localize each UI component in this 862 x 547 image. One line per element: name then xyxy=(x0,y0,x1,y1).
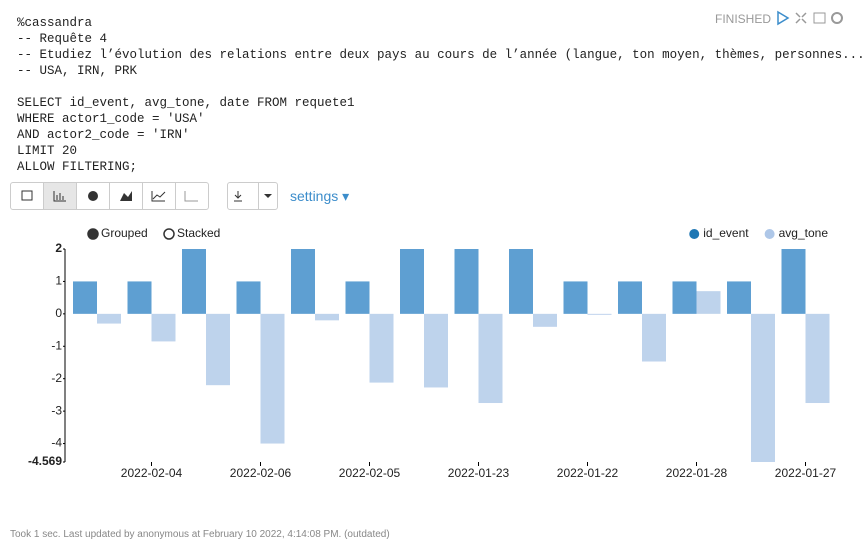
mode-label[interactable]: Stacked xyxy=(177,226,220,240)
bar[interactable] xyxy=(454,249,479,314)
settings-link[interactable]: settings ▾ xyxy=(290,188,350,204)
bar[interactable] xyxy=(478,313,503,404)
bar[interactable] xyxy=(781,249,806,314)
settings-text[interactable]: settings xyxy=(290,188,339,204)
y-tick-label: -1 xyxy=(51,338,62,352)
book-icon[interactable] xyxy=(813,12,826,24)
code-line: -- Requête 4 xyxy=(17,32,108,46)
x-tick-label: 2022-02-04 xyxy=(121,466,183,480)
code-line: SELECT id_event, avg_tone, date FROM req… xyxy=(17,96,355,110)
x-tick-label: 2022-02-06 xyxy=(230,466,292,480)
bar[interactable] xyxy=(509,249,533,314)
caret-icon xyxy=(264,194,272,198)
bar[interactable] xyxy=(97,313,121,324)
footer: Took 1 sec. Last updated by anonymous at… xyxy=(10,529,390,540)
code-line: LIMIT 20 xyxy=(17,144,78,158)
bar[interactable] xyxy=(587,313,612,315)
collapse-icon[interactable] xyxy=(795,12,807,24)
code-line: AND actor2_code = 'IRN' xyxy=(17,128,190,142)
area-icon xyxy=(120,191,132,201)
download-icon xyxy=(234,191,242,202)
scatter-icon xyxy=(184,191,198,202)
legend-dot[interactable] xyxy=(689,229,700,239)
code-line: -- USA, IRN, PRK xyxy=(17,64,138,78)
bar[interactable] xyxy=(369,313,394,383)
bar[interactable] xyxy=(315,313,339,321)
bar[interactable] xyxy=(260,313,285,444)
bar[interactable] xyxy=(642,313,666,362)
mode-radio[interactable] xyxy=(87,228,99,240)
bar[interactable] xyxy=(400,249,424,314)
header-icons xyxy=(777,10,843,26)
bar[interactable] xyxy=(805,313,830,404)
bar[interactable] xyxy=(672,281,697,314)
bar[interactable] xyxy=(127,281,152,314)
bar[interactable] xyxy=(236,281,261,314)
code-line: -- Etudiez l’évolution des relations ent… xyxy=(17,48,862,62)
bar[interactable] xyxy=(345,281,370,314)
code-query: SELECT id_event, avg_tone, date FROM req… xyxy=(17,95,355,175)
code-comments: %cassandra -- Requête 4 -- Etudiez l’évolu… xyxy=(17,15,862,79)
bar[interactable] xyxy=(696,291,721,314)
bar[interactable] xyxy=(751,313,775,462)
x-tick-label: 2022-01-28 xyxy=(666,466,728,480)
scatter-button[interactable] xyxy=(175,182,209,210)
y-tick-label: -4 xyxy=(51,436,62,450)
bar[interactable] xyxy=(727,281,751,314)
mode-radio[interactable] xyxy=(163,228,175,240)
x-tick-label: 2022-01-27 xyxy=(775,466,837,480)
legend-label[interactable]: id_event xyxy=(703,226,749,240)
gear-icon[interactable] xyxy=(831,12,843,24)
bar[interactable] xyxy=(618,281,642,314)
table-icon xyxy=(21,190,33,201)
bar[interactable] xyxy=(206,313,230,386)
code-line: %cassandra xyxy=(17,16,93,30)
status: FINISHED xyxy=(715,12,772,26)
y-tick-label: 1 xyxy=(55,274,62,288)
download-button[interactable] xyxy=(227,182,259,210)
bar[interactable] xyxy=(182,249,206,314)
bar[interactable] xyxy=(533,313,557,327)
y-tick-label: 2 xyxy=(55,241,62,255)
legend-dot[interactable] xyxy=(764,229,775,239)
x-tick-label: 2022-01-22 xyxy=(557,466,619,480)
pie-icon xyxy=(88,191,98,201)
x-tick-label: 2022-01-23 xyxy=(448,466,510,480)
bar[interactable] xyxy=(151,313,176,342)
y-tick-label: -4.569 xyxy=(28,454,62,468)
legend-label[interactable]: avg_tone xyxy=(779,226,829,240)
y-tick-label: 0 xyxy=(55,306,62,320)
bar[interactable] xyxy=(73,281,97,314)
code-line: ALLOW FILTERING; xyxy=(17,160,138,174)
x-tick-label: 2022-02-05 xyxy=(339,466,401,480)
bar[interactable] xyxy=(424,313,448,388)
bar[interactable] xyxy=(291,249,315,314)
y-tick-label: -3 xyxy=(51,403,62,417)
code-line: WHERE actor1_code = 'USA' xyxy=(17,112,205,126)
run-icon[interactable] xyxy=(777,10,790,26)
mode-label[interactable]: Grouped xyxy=(101,226,148,240)
line-icon xyxy=(151,191,166,202)
y-tick-label: -2 xyxy=(51,371,62,385)
toolbar-icons xyxy=(21,190,272,202)
bar-icon xyxy=(53,191,66,202)
bar[interactable] xyxy=(563,281,588,314)
chart: Grouped Stacked avg_tone id_event 2 1 0 -1 -2 -3 -… xyxy=(28,226,837,480)
